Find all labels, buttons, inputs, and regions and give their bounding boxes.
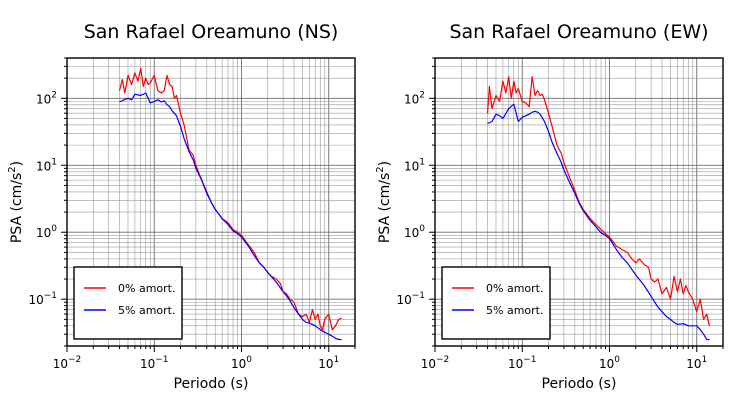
- x-tick-label: 10−2: [421, 355, 450, 371]
- plot-frame: [66, 57, 356, 347]
- legend-box: [73, 266, 183, 340]
- chart-panel-2: 10−2 10−1 100 101 10−1 100 101 102 San Rafael Or…: [375, 21, 724, 392]
- x-tick-label: 10−2: [53, 355, 82, 371]
- series-line-blue: [487, 103, 710, 341]
- y-tick-label: 10−1: [28, 291, 57, 307]
- legend-label: 5% amort.: [118, 304, 175, 317]
- x-tick-label: 10−1: [508, 355, 537, 371]
- series-line-blue: [119, 92, 342, 341]
- x-tick-label: 100: [599, 355, 620, 371]
- y-axis-label: PSA (cm/s2): [7, 161, 25, 243]
- chart-title: San Rafael Oreamuno (NS): [84, 21, 339, 43]
- x-axis-label: Periodo (s): [174, 376, 249, 392]
- series-group: [486, 76, 711, 341]
- legend-label: 5% amort.: [486, 304, 543, 317]
- plot-frame: [434, 57, 724, 347]
- y-tick-label: 100: [36, 224, 57, 240]
- series-line-red: [486, 76, 711, 326]
- series-line-red: [118, 67, 342, 331]
- chart-title: San Rafael Oreamuno (EW): [449, 21, 708, 43]
- x-axis-label: Periodo (s): [542, 376, 617, 392]
- legend: 0% amort. 5% amort.: [441, 266, 551, 340]
- legend-box: [441, 266, 551, 340]
- y-tick-label: 102: [404, 90, 425, 106]
- legend-label: 0% amort.: [486, 282, 543, 295]
- y-tick-label: 101: [404, 157, 425, 173]
- x-tick-label: 100: [231, 355, 252, 371]
- y-axis-label: PSA (cm/s2): [375, 161, 393, 243]
- chart-panel-1: 10−2 10−1 100 101 10−1 100 101 102 San Rafael Or…: [7, 21, 356, 392]
- y-tick-label: 10−1: [396, 291, 425, 307]
- x-tick-label: 101: [686, 355, 707, 371]
- legend-label: 0% amort.: [118, 282, 175, 295]
- series-group: [118, 67, 342, 341]
- x-tick-label: 101: [318, 355, 339, 371]
- y-tick-label: 100: [404, 224, 425, 240]
- x-tick-label: 10−1: [140, 355, 169, 371]
- y-tick-label: 102: [36, 90, 57, 106]
- legend: 0% amort. 5% amort.: [73, 266, 183, 340]
- y-tick-label: 101: [36, 157, 57, 173]
